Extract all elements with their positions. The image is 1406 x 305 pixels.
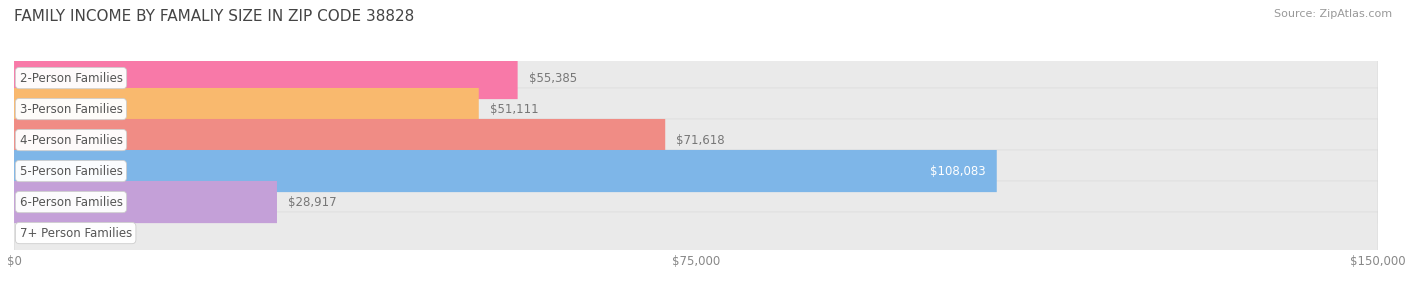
FancyBboxPatch shape: [14, 150, 1378, 192]
FancyBboxPatch shape: [14, 88, 1378, 130]
FancyBboxPatch shape: [14, 119, 1378, 161]
Text: $71,618: $71,618: [676, 134, 724, 146]
Text: $0: $0: [31, 227, 45, 239]
Text: $51,111: $51,111: [489, 102, 538, 116]
FancyBboxPatch shape: [14, 88, 479, 130]
Text: $55,385: $55,385: [529, 72, 576, 84]
FancyBboxPatch shape: [14, 212, 1378, 254]
Text: Source: ZipAtlas.com: Source: ZipAtlas.com: [1274, 9, 1392, 19]
Text: 7+ Person Families: 7+ Person Families: [20, 227, 132, 239]
Text: 4-Person Families: 4-Person Families: [20, 134, 122, 146]
Text: $28,917: $28,917: [288, 196, 336, 209]
FancyBboxPatch shape: [14, 181, 1378, 223]
Text: 5-Person Families: 5-Person Families: [20, 165, 122, 178]
Text: 6-Person Families: 6-Person Families: [20, 196, 122, 209]
FancyBboxPatch shape: [14, 150, 997, 192]
FancyBboxPatch shape: [14, 57, 1378, 99]
Text: $108,083: $108,083: [931, 165, 986, 178]
Text: 3-Person Families: 3-Person Families: [20, 102, 122, 116]
Text: FAMILY INCOME BY FAMALIY SIZE IN ZIP CODE 38828: FAMILY INCOME BY FAMALIY SIZE IN ZIP COD…: [14, 9, 415, 24]
FancyBboxPatch shape: [14, 181, 277, 223]
Text: 2-Person Families: 2-Person Families: [20, 72, 122, 84]
FancyBboxPatch shape: [14, 57, 517, 99]
FancyBboxPatch shape: [14, 119, 665, 161]
